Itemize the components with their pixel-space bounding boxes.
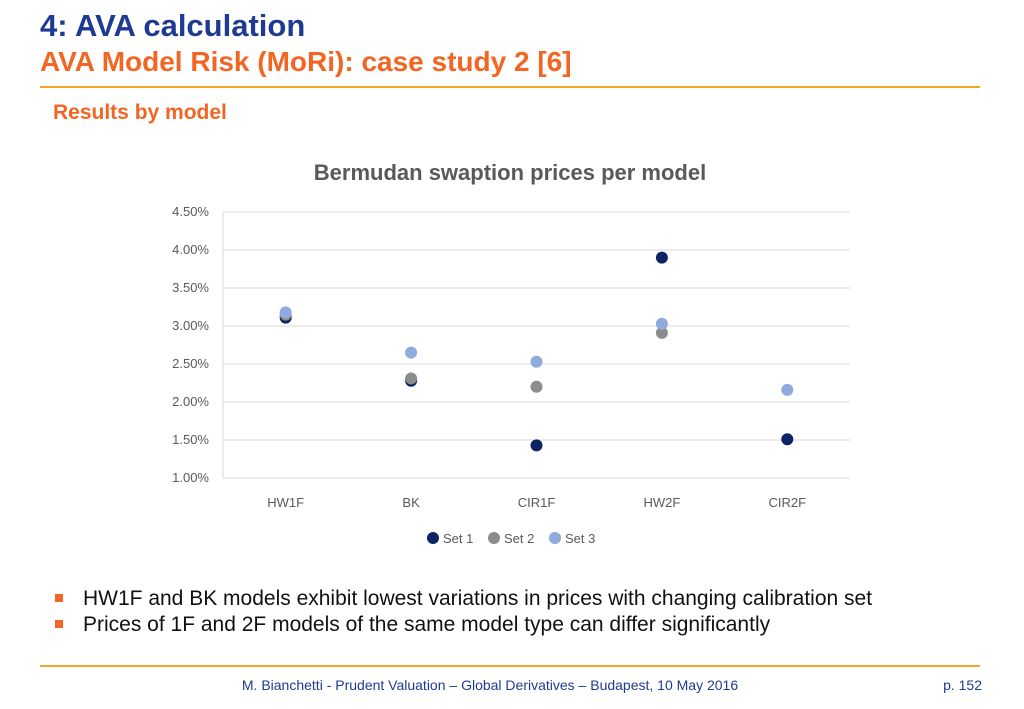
chart-grid: [222, 211, 850, 479]
legend-label: Set 2: [504, 531, 534, 546]
chart-legend: Set 1 Set 2 Set 3: [427, 531, 595, 546]
y-tick-label: 1.50%: [172, 432, 209, 447]
bullet-text: Prices of 1F and 2F models of the same m…: [83, 613, 771, 636]
series-2: [279, 308, 668, 393]
data-point: [530, 380, 543, 393]
bullet-item: HW1F and BK models exhibit lowest variat…: [53, 586, 872, 612]
y-tick-label: 4.50%: [172, 204, 209, 219]
x-tick-label: CIR1F: [518, 495, 556, 510]
x-tick-label: HW2F: [643, 495, 680, 510]
bullet-square-icon: [55, 594, 63, 602]
y-tick-label: 3.00%: [172, 318, 209, 333]
data-point: [781, 433, 794, 446]
legend-marker: [427, 532, 439, 544]
footer-text: M. Bianchetti - Prudent Valuation – Glob…: [241, 677, 739, 693]
data-point: [405, 346, 418, 359]
footer-divider: [40, 665, 980, 667]
y-axis-ticks: 1.00% 1.50% 2.00% 2.50% 3.00% 3.50% 4.00% 4.50%: [172, 204, 209, 485]
data-point: [655, 326, 668, 339]
legend-marker: [488, 532, 500, 544]
y-tick-label: 4.00%: [172, 242, 209, 257]
x-tick-label: CIR2F: [769, 495, 807, 510]
header-divider: [40, 86, 980, 88]
bullet-text: HW1F and BK models exhibit lowest variat…: [83, 587, 873, 610]
data-point: [655, 317, 668, 330]
data-point: [405, 372, 418, 385]
scatter-chart: Bermudan swaption prices per model 1.00%…: [172, 160, 850, 546]
data-point: [655, 251, 668, 264]
data-point: [781, 383, 794, 396]
x-tick-label: HW1F: [267, 495, 304, 510]
data-points: [279, 251, 794, 452]
y-tick-label: 3.50%: [172, 280, 209, 295]
series-1: [279, 251, 794, 452]
legend-entry: Set 1: [427, 531, 473, 546]
y-tick-label: 2.00%: [172, 394, 209, 409]
legend-entry: Set 3: [549, 531, 595, 546]
slide-subtitle: AVA Model Risk (MoRi): case study 2 [6]: [40, 46, 572, 77]
data-point: [530, 439, 543, 452]
x-axis-ticks: HW1F BK CIR1F HW2F CIR2F: [267, 495, 806, 510]
x-tick-label: BK: [402, 495, 420, 510]
section-heading: Results by model: [53, 101, 227, 124]
legend-label: Set 1: [443, 531, 473, 546]
legend-marker: [549, 532, 561, 544]
y-tick-label: 2.50%: [172, 356, 209, 371]
legend-label: Set 3: [565, 531, 595, 546]
slide-title: 4: AVA calculation: [40, 8, 306, 43]
bullet-list: HW1F and BK models exhibit lowest variat…: [53, 586, 872, 638]
data-point: [279, 306, 292, 319]
data-point: [530, 355, 543, 368]
chart-title: Bermudan swaption prices per model: [314, 160, 706, 185]
series-3: [279, 306, 794, 396]
bullet-square-icon: [55, 620, 63, 628]
page-number: p. 152: [943, 677, 982, 693]
bullet-item: Prices of 1F and 2F models of the same m…: [53, 612, 872, 638]
legend-entry: Set 2: [488, 531, 534, 546]
y-tick-label: 1.00%: [172, 470, 209, 485]
